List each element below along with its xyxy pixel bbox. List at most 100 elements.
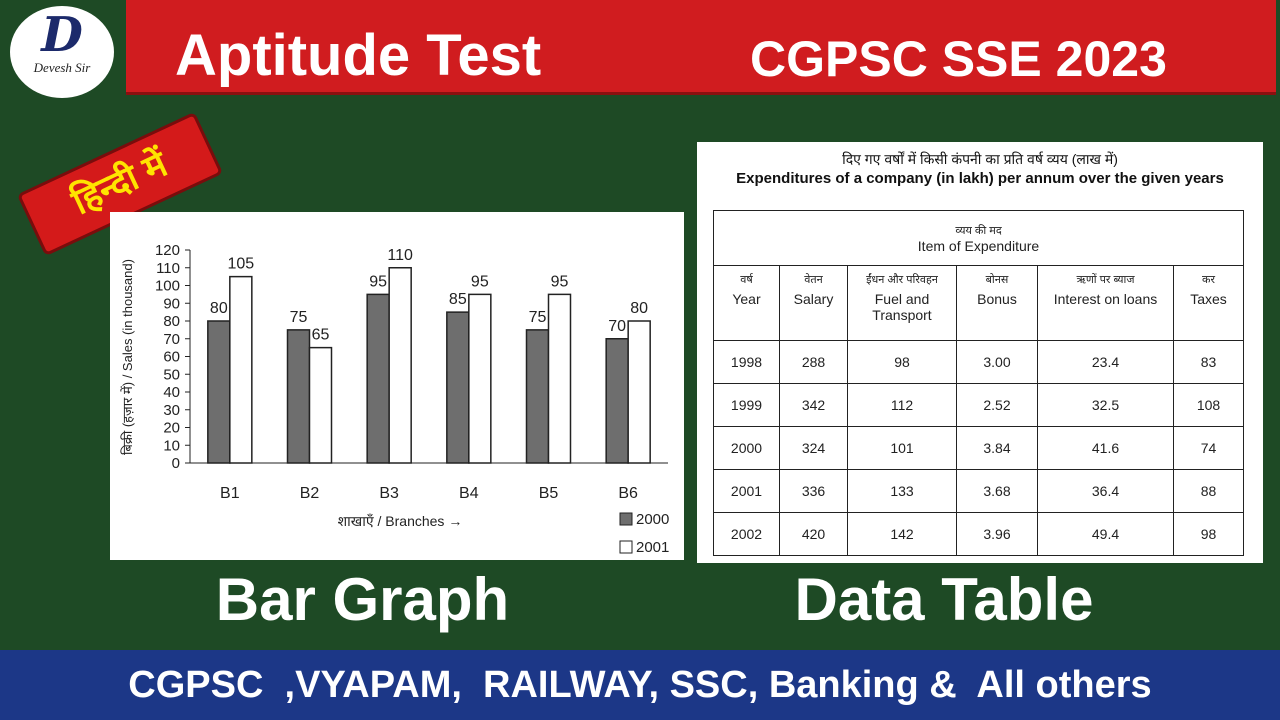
column-header-text: Interest on loans	[1053, 291, 1158, 307]
column-header-text: कर	[1202, 274, 1215, 286]
data-label: 80	[210, 300, 228, 317]
y-tick-label: 120	[155, 242, 180, 259]
table-cell: 3.68	[956, 469, 1038, 513]
column-header-text: वेतन	[804, 274, 823, 286]
data-label: 70	[608, 318, 626, 335]
y-tick-label: 60	[163, 349, 180, 366]
table-cell: 288	[779, 340, 848, 384]
caption: Bar Graph	[215, 566, 510, 633]
caption: Data Table	[794, 566, 1094, 633]
x-axis-label: शाखाएँ / Branches →	[338, 513, 463, 529]
bar	[547, 293, 572, 464]
table-cell: 49.4	[1037, 512, 1174, 556]
column-header-text: वर्ष	[740, 274, 753, 286]
y-tick-label: 100	[155, 278, 180, 295]
table-panel: दिए गए वर्षों में किसी कंपनी का प्रति वर…	[697, 142, 1263, 563]
bar	[366, 293, 390, 464]
bar	[308, 346, 333, 464]
y-tick-label: 70	[163, 331, 180, 348]
column-header-text: ईंधन और परिवहन	[866, 274, 938, 286]
table-cell: 142	[847, 512, 957, 556]
x-tick-label: B6	[618, 485, 638, 502]
bar	[605, 338, 629, 464]
x-tick-label: B2	[300, 485, 320, 502]
table-row: 1998 288 98 3.00 23.4 83	[713, 340, 1244, 384]
title-banner	[126, 0, 1276, 95]
bar	[229, 275, 253, 464]
y-tick-label: 110	[156, 260, 180, 277]
y-axis-label: बिक्री (हज़ार में) / Sales (in thousand)	[120, 259, 135, 455]
y-tick-label: 80	[163, 313, 180, 330]
bar	[525, 329, 550, 464]
column-header-row: वर्ष Year वेतन Salary ईंधन और परिवहन Fuel and…	[713, 265, 1244, 341]
table-row: 2000 324 101 3.84 41.6 74	[713, 426, 1244, 470]
y-tick-label: 30	[163, 402, 180, 419]
bar	[207, 320, 231, 464]
column-header: ऋणों पर ब्याज Interest on loans	[1037, 265, 1174, 341]
data-table: व्यय की मद Item of Expenditure वर्ष Year वेत…	[713, 210, 1244, 556]
y-tick-label: 10	[163, 437, 180, 454]
table-cell: 98	[847, 340, 957, 384]
exam-name: CGPSC SSE 2023	[750, 31, 1167, 87]
y-tick-label: 90	[163, 295, 180, 312]
data-label: 75	[290, 309, 308, 326]
chart-panel: बिक्री (हज़ार में) / Sales (in thousand)…	[110, 212, 684, 560]
title: Aptitude Test	[175, 23, 542, 88]
table-cell: 336	[779, 469, 848, 513]
table-cell: 2000	[713, 426, 780, 470]
table-row: 2001 336 133 3.68 36.4 88	[713, 469, 1244, 513]
x-tick-label: B5	[539, 485, 559, 502]
table-cell: 2001	[713, 469, 780, 513]
column-header: वेतन Salary	[779, 265, 848, 341]
table-cell: 112	[847, 383, 957, 427]
data-label: 95	[369, 273, 387, 290]
column-header-text: Bonus	[977, 291, 1017, 307]
table-cell: 1998	[713, 340, 780, 384]
legend-label: 2001	[636, 539, 669, 556]
column-header: वर्ष Year	[713, 265, 780, 341]
column-header-text: Taxes	[1190, 291, 1227, 307]
table-cell: 3.96	[956, 512, 1038, 556]
bar	[627, 320, 651, 464]
table-cell: 3.84	[956, 426, 1038, 470]
data-label: 105	[227, 256, 254, 273]
column-header-text: Year	[732, 291, 761, 307]
table-cell: 1999	[713, 383, 780, 427]
table-cell: 88	[1173, 469, 1244, 513]
group-header: व्यय की मद Item of Expenditure	[713, 210, 1244, 266]
column-header: ईंधन और परिवहन Fuel and Transport	[847, 265, 957, 341]
y-tick-label: 0	[172, 455, 180, 472]
table-cell: 108	[1173, 383, 1244, 427]
table-row: 1999 342 112 2.52 32.5 108	[713, 383, 1244, 427]
data-label: 85	[449, 291, 467, 308]
table-cell: 32.5	[1037, 383, 1174, 427]
table-cell: 41.6	[1037, 426, 1174, 470]
table-cell: 3.00	[956, 340, 1038, 384]
y-tick-label: 50	[163, 366, 180, 383]
column-header-text: Salary	[793, 291, 834, 307]
column-header-text: ऋणों पर ब्याज	[1076, 274, 1135, 286]
data-label: 75	[529, 309, 547, 326]
bar-chart: बिक्री (हज़ार में) / Sales (in thousand)…	[120, 242, 669, 556]
logo-letter: D	[41, 7, 83, 63]
column-header-text: बोनस	[985, 274, 1009, 286]
column-header: कर Taxes	[1173, 265, 1244, 341]
legend-label: 2000	[636, 511, 669, 528]
data-label: 95	[551, 273, 569, 290]
table-cell: 101	[847, 426, 957, 470]
table-cell: 2.52	[956, 383, 1038, 427]
x-tick-label: B3	[379, 485, 399, 502]
table-cell: 324	[779, 426, 848, 470]
group-header-row: व्यय की मद Item of Expenditure	[713, 210, 1244, 266]
column-header-text: Fuel and Transport	[872, 291, 932, 323]
bar	[286, 329, 311, 464]
group-header-text: व्यय की मद	[955, 224, 1002, 237]
table-row: 2002 420 142 3.96 49.4 98	[713, 512, 1244, 556]
footer-banner: CGPSC ,VYAPAM, RAILWAY, SSC, Banking & A…	[0, 650, 1280, 720]
table-cell: 2002	[713, 512, 780, 556]
table-cell: 36.4	[1037, 469, 1174, 513]
x-tick-label: B1	[220, 485, 240, 502]
x-tick-label: B4	[459, 485, 479, 502]
table-title: Expenditures of a company (in lakh) per …	[736, 170, 1224, 187]
